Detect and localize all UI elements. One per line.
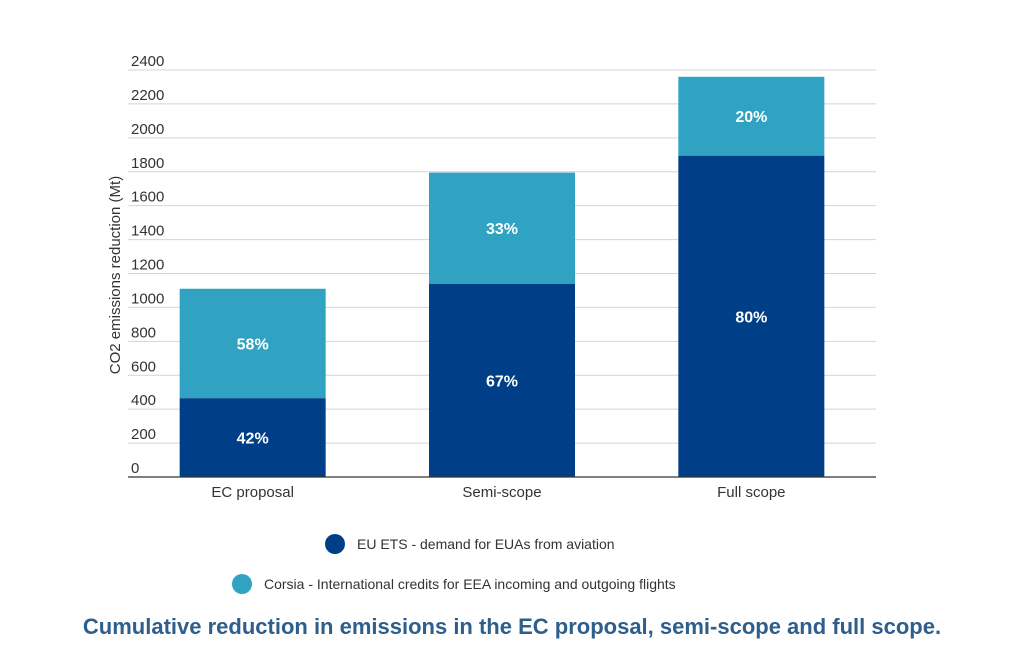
x-tick-label: EC proposal (211, 484, 294, 501)
bar-data-label: 42% (237, 431, 269, 448)
bar-segment (678, 155, 825, 477)
stacked-bar-chart: 0 200 400 600 800 1000 1200 1400 1600 1800 2000 220… (107, 53, 876, 501)
legend-label-eu-ets: EU ETS - demand for EUAs from aviation (357, 536, 615, 552)
bar-data-label: 58% (237, 336, 269, 353)
bar-data-label: 80% (735, 309, 767, 326)
bar-segment (179, 398, 326, 477)
legend-label-corsia: Corsia - International credits for EEA i… (264, 576, 676, 592)
legend-swatch-eu-ets (325, 534, 345, 554)
x-tick-label: Full scope (717, 484, 785, 501)
bar-data-label: 33% (486, 221, 518, 238)
y-tick-label: 2400 (131, 53, 164, 70)
y-axis-ticks: 0 200 400 600 800 1000 1200 1400 1600 1800 2000 220… (131, 53, 164, 477)
x-axis-categories: EC proposal Semi-scope Full scope (211, 484, 785, 501)
y-tick-label: 1000 (131, 290, 164, 307)
chart-caption: Cumulative reduction in emissions in the… (82, 614, 942, 639)
bar-data-label: 67% (486, 373, 518, 390)
bar-segment (179, 288, 326, 399)
legend-item-eu-ets: EU ETS - demand for EUAs from aviation (325, 534, 615, 554)
bar-segment (429, 172, 575, 284)
y-tick-label: 1800 (131, 155, 164, 172)
y-tick-label: 1600 (131, 189, 164, 206)
legend-swatch-corsia (232, 574, 252, 594)
y-tick-label: 2200 (131, 87, 164, 104)
y-tick-label: 800 (131, 324, 156, 341)
y-tick-label: 200 (131, 426, 156, 443)
bar-data-label: 20% (735, 109, 767, 126)
bar-segment (429, 283, 575, 477)
y-tick-label: 400 (131, 392, 156, 409)
legend-item-corsia: Corsia - International credits for EEA i… (232, 574, 676, 594)
y-tick-label: 1400 (131, 223, 164, 240)
y-tick-label: 1200 (131, 257, 164, 274)
bars: 42% 58% 67% 33% 80% 20% (179, 76, 825, 477)
y-axis-label: CO2 emissions reduction (Mt) (107, 176, 124, 374)
y-tick-label: 0 (131, 460, 139, 477)
x-tick-label: Semi-scope (462, 484, 541, 501)
y-tick-label: 600 (131, 358, 156, 375)
bar-segment (678, 76, 825, 156)
y-tick-label: 2000 (131, 121, 164, 138)
